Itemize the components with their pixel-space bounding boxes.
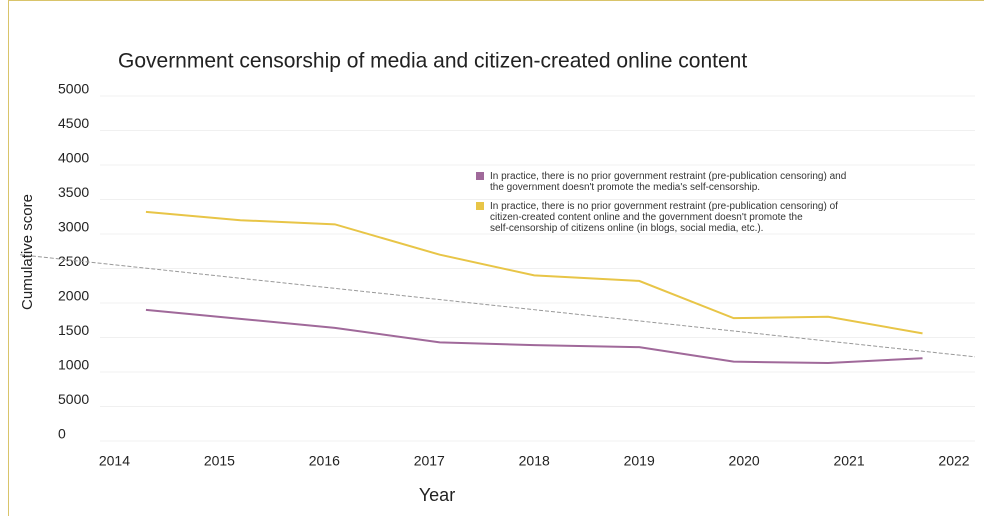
legend-swatch [476,202,484,210]
y-tick-label: 1500 [58,322,89,338]
trend-line [19,254,976,358]
x-tick-label: 2022 [938,453,969,469]
x-tick-label: 2017 [414,453,445,469]
series-line [145,210,923,335]
legend-label: In practice, there is no prior governmen… [490,171,846,193]
y-tick-label: 5000 [58,81,89,97]
x-axis-label: Year [419,485,455,505]
x-tick-label: 2016 [309,453,340,469]
x-tick-label: 2015 [204,453,235,469]
x-tick-label: 2020 [729,453,760,469]
x-tick-label: 2021 [833,453,864,469]
series-line [145,308,923,365]
chart-title: Government censorship of media and citiz… [118,50,747,73]
y-tick-label: 2000 [58,288,89,304]
y-tick-label: 5000 [58,391,89,407]
y-axis-label: Cumulative score [19,194,36,310]
legend-swatch [476,172,484,180]
legend-label: In practice, there is no prior governmen… [490,201,838,234]
x-tick-label: 2014 [99,453,130,469]
y-tick-label: 4000 [58,150,89,166]
y-tick-label: 2500 [58,253,89,269]
x-tick-label: 2018 [519,453,550,469]
y-tick-label: 4500 [58,115,89,131]
y-tick-label: 3500 [58,184,89,200]
y-tick-label: 1000 [58,357,89,373]
x-tick-label: 2019 [624,453,655,469]
y-tick-label: 0 [58,426,66,442]
y-tick-label: 3000 [58,219,89,235]
